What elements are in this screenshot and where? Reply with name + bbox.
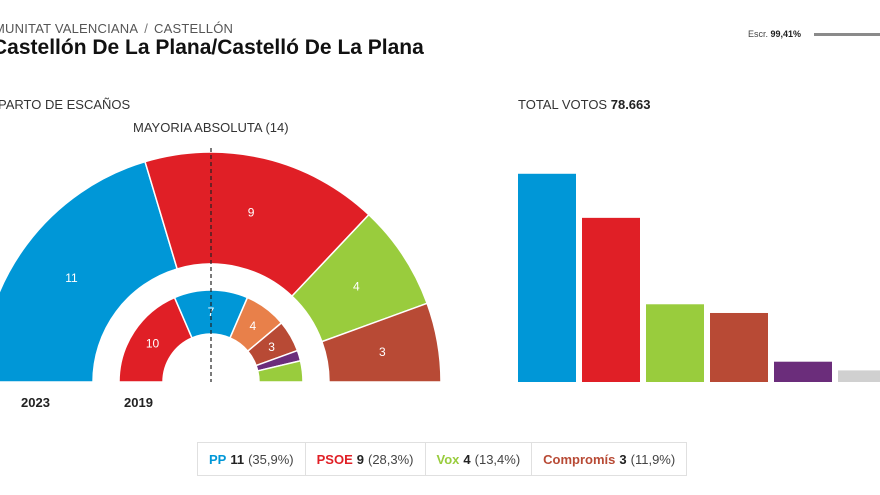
vote-bar-pp [518,173,576,382]
votes-bar-chart [518,173,880,382]
seats-2019-label-psoe: 10 [146,337,160,351]
legend-item-pp: PP 11 (35,9%) [198,443,306,475]
seats-section-label: PARTO DE ESCAÑOS [0,97,131,112]
breadcrumb: MUNITAT VALENCIANA / CASTELLÓN [0,21,233,36]
legend-seats: 9 [356,451,364,467]
seat-hemicycle-chart: 1194310743 [0,148,442,383]
seats-2023-label-pp: 11 [65,271,78,285]
year-label-2019: 2019 [124,395,153,410]
legend-party-name: PSOE [316,451,353,467]
legend-seats: 4 [463,451,471,467]
votes-label: TOTAL VOTOS [518,97,608,112]
scrutiny-prefix: Escr. [748,29,769,39]
year-label-2023: 2023 [21,395,50,410]
scrutiny-progress-bar [814,33,880,36]
votes-section-label: TOTAL VOTOS 78.663 [518,97,651,112]
legend-party-name: PP [209,451,227,467]
seats-2023-label-compromis: 3 [379,345,386,359]
vote-bar-compromis [710,312,768,382]
legend-item-vox: Vox 4 (13,4%) [426,443,533,475]
scrutiny-label: Escr. 99,41% [748,29,801,39]
page-title: Castellón De La Plana/Castelló De La Pla… [0,36,424,59]
legend-seats: 3 [619,451,627,467]
legend-party-name: Vox [436,451,460,467]
legend-percentage: (11,9%) [630,451,676,467]
party-legend: PP 11 (35,9%) PSOE 9 (28,3%) Vox 4 (13,4%) Compro… [197,442,688,476]
vote-bar-otros [838,370,880,382]
seats-2023-slice-compromis [320,302,442,383]
scrutiny-progress-fill [814,33,880,36]
breadcrumb-region[interactable]: MUNITAT VALENCIANA [0,21,139,36]
legend-seats: 11 [230,451,245,467]
legend-percentage: (35,9%) [248,451,294,467]
seats-2019-slice-vox [256,359,304,383]
seats-2023-slice-pp [0,160,179,383]
legend-percentage: (28,3%) [367,451,414,467]
votes-value: 78.663 [610,97,651,112]
vote-bar-psoe [582,217,640,382]
vote-bar-vox [646,304,704,382]
seats-2023-slice-psoe [144,151,370,298]
seats-2023-label-psoe: 9 [248,206,255,220]
seats-2023-label-vox: 4 [353,279,360,293]
vote-bar-podemos [774,361,832,382]
breadcrumb-province[interactable]: CASTELLÓN [154,21,234,36]
seats-2019-label-compromis: 3 [268,340,275,354]
majority-label: MAYORIA ABSOLUTA (14) [133,120,289,135]
scrutiny-value: 99,41% [770,29,802,39]
legend-percentage: (13,4%) [474,451,521,467]
legend-item-compromis: Compromís 3 (11,9%) [532,443,686,475]
seats-2019-label-cs: 4 [249,319,256,333]
breadcrumb-separator: / [144,21,149,36]
legend-party-name: Compromís [543,451,616,467]
legend-item-psoe: PSOE 9 (28,3%) [306,443,426,475]
